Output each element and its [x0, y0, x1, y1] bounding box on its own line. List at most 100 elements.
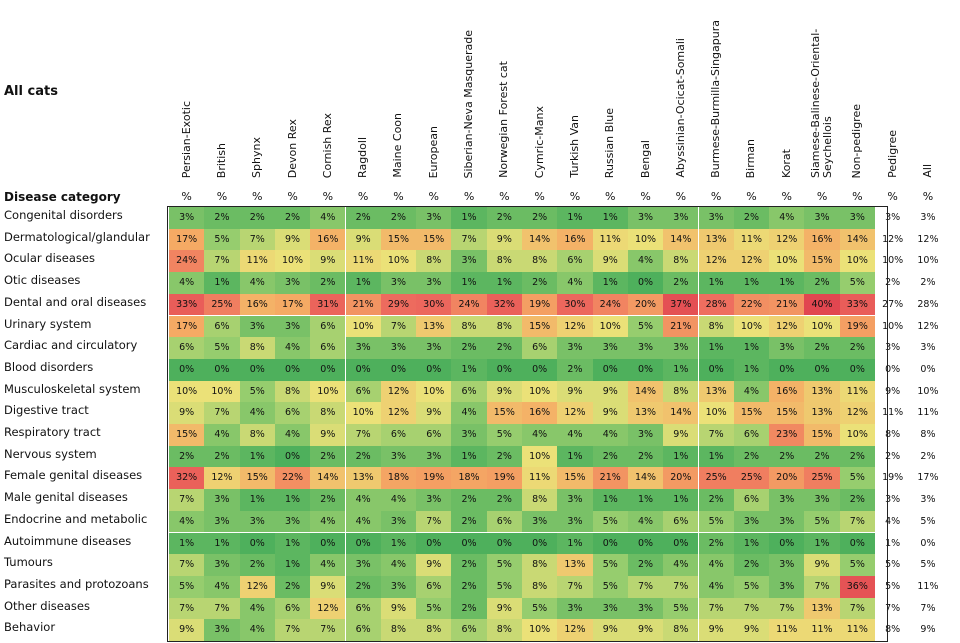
heatmap-cell: 3% — [769, 575, 805, 598]
heatmap-cell: 1% — [733, 337, 770, 359]
row-label: Musculoskeletal system — [4, 381, 141, 396]
heatmap-cell: 0% — [592, 358, 628, 381]
heatmap-cell: 17% — [274, 293, 311, 316]
heatmap-cell: 28% — [698, 293, 734, 316]
heatmap-cell: 8% — [522, 554, 558, 576]
heatmap-cell: 2% — [698, 532, 734, 555]
heatmap-cell: 3% — [920, 212, 936, 223]
heatmap-cell: 3% — [345, 554, 381, 576]
row-label: Nervous system — [4, 446, 97, 461]
unit-label: % — [393, 190, 404, 203]
heatmap-cell: 8% — [451, 315, 487, 338]
heatmap-cell: 3% — [557, 337, 593, 359]
heatmap-cell: 4% — [239, 272, 275, 294]
heatmap-cell: 6% — [345, 380, 381, 403]
column-header: Siamese-Balinese-Oriental-Seychellois — [804, 6, 839, 178]
heatmap-cell: 20% — [627, 293, 664, 316]
heatmap-cell: 0% — [274, 445, 311, 468]
heatmap-cell: 3% — [416, 207, 452, 229]
heatmap-cell: 4% — [522, 424, 558, 446]
heatmap-cell: 2% — [274, 575, 311, 598]
heatmap-cell: 3% — [204, 554, 240, 576]
heatmap-cell: 12% — [204, 467, 240, 490]
heatmap-cell: 11% — [592, 228, 628, 251]
row-label: Congenital disorders — [4, 208, 123, 222]
heatmap-cell: 0% — [204, 358, 240, 381]
heatmap-cell: 4% — [345, 510, 381, 533]
heatmap-cell: 7% — [345, 424, 381, 446]
heatmap-cell: 17% — [169, 315, 205, 338]
heatmap-cell: 21% — [592, 467, 628, 490]
heatmap-cell: 3% — [769, 489, 805, 511]
heatmap-cell: 2% — [522, 272, 558, 294]
column-header-label: Non-pedigree — [850, 103, 864, 179]
heatmap-cell: 10% — [733, 315, 770, 338]
heatmap-cell: 9% — [804, 554, 840, 576]
heatmap-cell: 15% — [769, 402, 805, 424]
heatmap-cell: 12% — [769, 228, 805, 251]
heatmap-cell: 5% — [839, 272, 875, 294]
heatmap-cell: 5% — [698, 510, 734, 533]
unit-label: % — [287, 190, 298, 203]
heatmap-cell: 9% — [310, 250, 346, 273]
heatmap-cell: 1% — [239, 489, 275, 511]
heatmap-cell: 2% — [885, 277, 901, 289]
heatmap-cell: 17% — [917, 472, 939, 484]
heatmap-cell: 6% — [204, 315, 240, 338]
heatmap-cell: 27% — [882, 298, 904, 310]
heatmap-cell: 4% — [663, 554, 699, 576]
heatmap-cell: 1% — [733, 532, 770, 555]
column-header: Ragdoll — [346, 6, 381, 178]
unit-label: % — [499, 190, 510, 203]
row-label: Dental and oral diseases — [4, 294, 147, 309]
heatmap-cell: 9% — [486, 597, 522, 620]
heatmap-cell: 14% — [627, 380, 664, 403]
heatmap-cell: 3% — [239, 315, 275, 338]
column-header-label: Norwegian Forest cat — [497, 61, 511, 178]
heatmap-cell: 11% — [839, 380, 875, 403]
heatmap-cell: 24% — [169, 250, 205, 273]
unit-label: % — [887, 190, 898, 203]
heatmap-cell: 3% — [769, 337, 805, 359]
heatmap-cell: 2% — [310, 272, 346, 294]
heatmap-cell: 3% — [204, 510, 240, 533]
heatmap-cell: 20% — [769, 467, 805, 490]
row-label: Parasites and protozoans — [4, 576, 149, 591]
heatmap-cell: 9% — [920, 624, 936, 636]
column-header-label: Abyssinian-Ocicat-Somali — [673, 38, 687, 178]
heatmap-cell: 3% — [663, 207, 699, 229]
heatmap-cell: 7% — [169, 597, 205, 620]
heatmap-cell: 8% — [522, 575, 558, 598]
heatmap-cell: 3% — [380, 575, 417, 598]
row-axis-header: Disease category — [4, 190, 121, 204]
heatmap-cell: 10% — [345, 402, 381, 424]
heatmap-cell: 6% — [310, 337, 346, 359]
heatmap-cell: 10% — [310, 380, 346, 403]
column-header: Devon Rex — [275, 6, 310, 178]
heatmap-cell: 1% — [204, 532, 240, 555]
heatmap-cell: 3% — [557, 597, 593, 620]
heatmap-cell: 1% — [380, 532, 417, 555]
column-header: Korat — [769, 6, 804, 178]
heatmap-cell: 0% — [627, 358, 664, 381]
heatmap-cell: 1% — [698, 337, 734, 359]
heatmap-cell: 3% — [627, 424, 664, 446]
column-header: Pedigree — [875, 6, 910, 178]
row-label: Dermatological/glandular — [4, 229, 150, 244]
heatmap-cell: 4% — [310, 207, 346, 229]
heatmap-cell: 10% — [345, 315, 381, 338]
heatmap-cell: 10% — [204, 380, 240, 403]
heatmap-cell: 18% — [380, 467, 417, 490]
heatmap-cell: 7% — [804, 575, 840, 598]
heatmap-cell: 5% — [486, 554, 522, 576]
heatmap-cell: 14% — [310, 467, 346, 490]
heatmap-cell: 10% — [882, 255, 904, 267]
heatmap-cell: 5% — [204, 228, 240, 251]
unit-label: % — [746, 190, 757, 203]
heatmap-cell: 2% — [380, 207, 417, 229]
heatmap-cell: 25% — [698, 467, 734, 490]
heatmap-cell: 5% — [416, 597, 452, 620]
heatmap-cell: 7% — [204, 250, 240, 273]
heatmap-cell: 4% — [310, 554, 346, 576]
heatmap-cell: 3% — [885, 342, 901, 354]
